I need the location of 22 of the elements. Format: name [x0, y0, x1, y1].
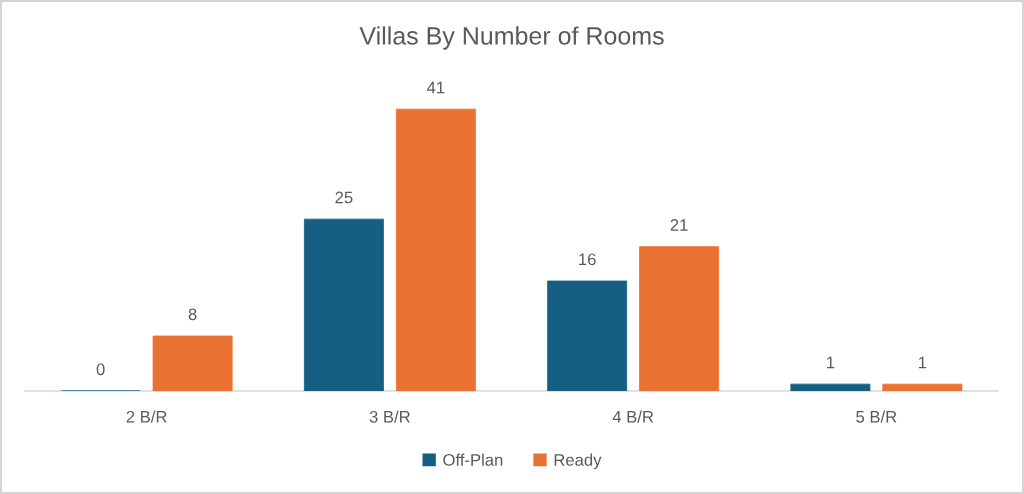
data-label: 1 [827, 356, 835, 369]
data-label: 41 [426, 81, 445, 94]
x-tick-label: 5 B/R [856, 410, 897, 423]
bar [303, 218, 384, 391]
bar [152, 335, 233, 391]
data-label: 21 [670, 219, 688, 231]
bar [882, 383, 963, 391]
data-label: 0 [96, 363, 105, 376]
bar [547, 280, 628, 391]
x-tick-label: 3 B/R [369, 410, 410, 423]
chart-title: Villas By Number of Rooms [359, 26, 664, 50]
bar [395, 108, 476, 391]
data-label: 8 [188, 308, 197, 321]
data-label: 16 [579, 253, 596, 266]
x-tick-label: 2 B/R [126, 410, 167, 423]
x-tick-label: 4 B/R [612, 410, 654, 423]
legend-label: Off-Plan [443, 453, 503, 466]
data-label: 1 [918, 356, 927, 369]
data-label: 25 [335, 191, 353, 204]
legend-label: Ready [554, 453, 602, 470]
bar [790, 383, 871, 391]
bar [639, 246, 720, 391]
